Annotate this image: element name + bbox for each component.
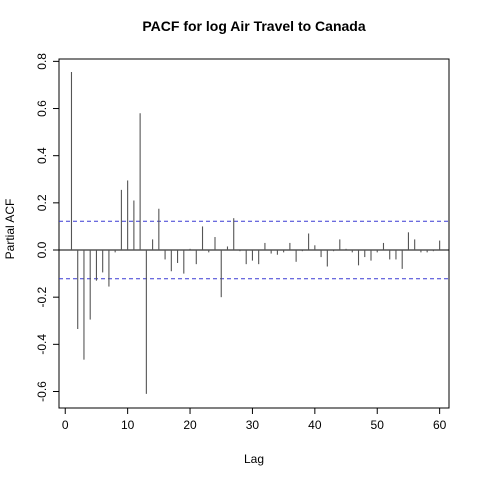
y-tick-label-0: 0.0 bbox=[35, 241, 49, 258]
y-tick-label--0.4: -0.4 bbox=[35, 334, 49, 355]
x-tick-label-30: 30 bbox=[246, 418, 260, 432]
y-tick-label--0.6: -0.6 bbox=[35, 381, 49, 402]
y-tick-label-0.2: 0.2 bbox=[35, 194, 49, 211]
x-tick-label-60: 60 bbox=[433, 418, 447, 432]
x-tick-label-20: 20 bbox=[183, 418, 197, 432]
y-tick-label-0.4: 0.4 bbox=[35, 147, 49, 164]
y-tick-label-0.8: 0.8 bbox=[35, 53, 49, 70]
y-tick-label-0.6: 0.6 bbox=[35, 100, 49, 117]
y-axis-label: Partial ACF bbox=[3, 199, 17, 260]
chart-marks: 0 10 20 30 40 50 60 -0.6 -0.4 -0.2 0.0 0.2 0.4 0.6 0.8 bbox=[35, 53, 449, 432]
x-tick-label-50: 50 bbox=[371, 418, 385, 432]
x-tick-label-10: 10 bbox=[121, 418, 135, 432]
plot-frame bbox=[58, 58, 450, 409]
x-axis-label: Lag bbox=[244, 452, 264, 466]
x-tick-label-0: 0 bbox=[62, 418, 69, 432]
chart-title: PACF for log Air Travel to Canada bbox=[142, 18, 365, 34]
y-tick-label--0.2: -0.2 bbox=[35, 287, 49, 308]
x-tick-label-40: 40 bbox=[308, 418, 322, 432]
